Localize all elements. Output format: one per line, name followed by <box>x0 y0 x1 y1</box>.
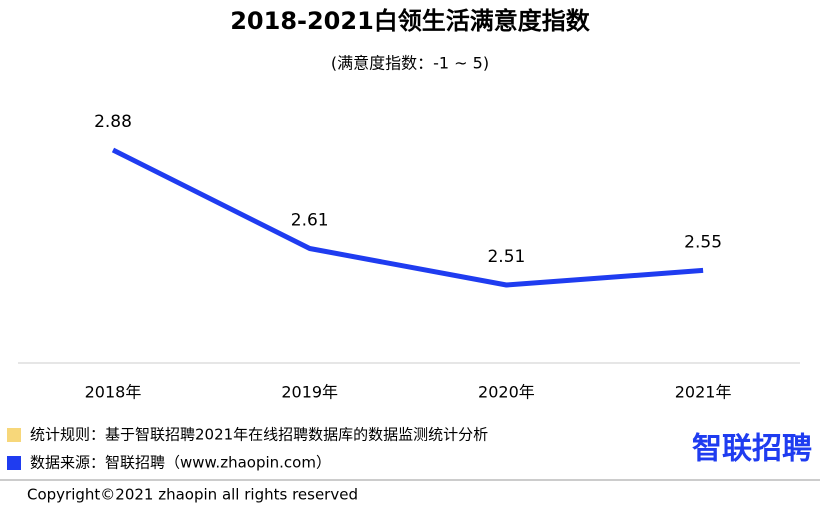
data-label: 2.55 <box>684 232 722 252</box>
x-tick-label: 2018年 <box>85 383 142 402</box>
chart-subtitle: (满意度指数：-1 ~ 5) <box>331 54 489 73</box>
data-label: 2.61 <box>291 211 329 231</box>
legend-swatch <box>7 456 21 470</box>
note: 数据来源：智联招聘（www.zhaopin.com） <box>30 454 331 472</box>
copyright: Copyright©2021 zhaopin all rights reserv… <box>27 486 358 504</box>
x-tick-label: 2020年 <box>478 383 535 402</box>
chart-title: 2018-2021白领生活满意度指数 <box>230 7 591 35</box>
legend-swatch <box>7 428 21 442</box>
x-tick-label: 2019年 <box>281 383 338 402</box>
line <box>111 147 704 288</box>
logo: 智联招聘 <box>692 432 812 467</box>
data-label: 2.51 <box>487 247 525 267</box>
note: 统计规则：基于智联招聘2021年在线招聘数据库的数据监测统计分析 <box>30 426 488 444</box>
x-tick-label: 2021年 <box>675 383 732 402</box>
data-label: 2.88 <box>94 112 132 132</box>
